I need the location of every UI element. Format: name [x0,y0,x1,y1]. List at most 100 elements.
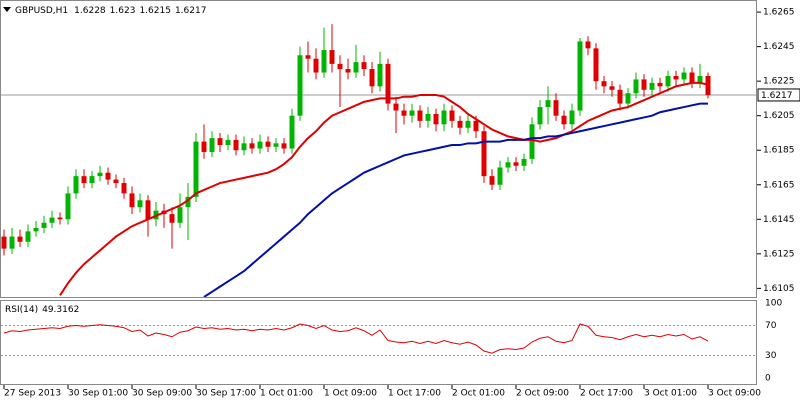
candle-body [449,110,455,121]
candle-body [489,176,495,185]
candle-body [41,222,47,228]
x-tick-label: 27 Sep 2013 [4,389,61,399]
candle-body [473,120,479,132]
candle-body [185,196,191,208]
main-panel [0,0,757,298]
y-tick-label: 1.6165 [763,180,795,190]
candle-body [705,75,711,95]
candle-body [241,143,247,151]
x-tick-label: 3 Oct 09:00 [708,389,761,399]
candle-body [81,176,87,184]
candle-body [393,103,399,111]
candle-body [305,55,311,59]
x-tick-label: 1 Oct 17:00 [388,389,441,399]
candle-body [529,124,535,159]
candle-body [1,236,7,249]
rsi-line [3,323,709,354]
candle-body [17,236,23,242]
candle-body [385,63,391,104]
candle-body [145,200,151,220]
candle-body [369,69,375,87]
menu-icon [3,7,11,12]
x-tick-label: 30 Sep 09:00 [132,389,192,399]
y-tick-label: 1.6105 [763,284,795,294]
candle-body [129,193,135,208]
candle-body [25,231,31,242]
candle-body [193,141,199,197]
candle-body [401,110,407,116]
candle-body [177,207,183,223]
x-tick-label: 2 Oct 17:00 [580,389,633,399]
candle-body [73,176,79,194]
candle-body [425,113,431,121]
candle-body [105,172,111,180]
candle-body [57,217,63,220]
candle-body [257,141,263,149]
candle-body [657,82,663,87]
candle-body [601,81,607,87]
price-label: 1.6217 [761,91,793,101]
candle-body [137,200,143,208]
y-tick-label: 1.6225 [763,77,795,87]
candle-body [9,236,15,249]
symbol: GBPUSD,H1 [15,6,68,16]
candle-body [209,138,215,152]
y-tick-label: 1.6185 [763,146,795,156]
x-tick-label: 2 Oct 09:00 [516,389,569,399]
y-tick-label: 1.6145 [763,215,795,225]
candle-body [89,176,95,184]
y-tick-label: 30 [765,351,777,361]
candle-body [49,217,55,223]
candle-body [617,89,623,104]
candle-body [377,63,383,87]
y-tick-label: 1.6205 [763,111,795,121]
candle-body [353,62,359,73]
candle-body [641,79,647,90]
candle-body [233,139,239,151]
candle-body [33,227,39,232]
rsi-panel [0,300,757,385]
main-plot [1,24,757,297]
x-tick-label: 30 Sep 01:00 [68,389,128,399]
candle-body [97,172,103,177]
x-tick-label: 2 Oct 01:00 [452,389,505,399]
candle-body [313,58,319,73]
candle-body [433,113,439,125]
candle-body [665,75,671,87]
candle-body [457,120,463,128]
candle-body [545,100,551,108]
candle-body [345,69,351,73]
candle-body [673,75,679,80]
moving-average [203,102,708,297]
candle-body [217,138,223,146]
candle-body [441,110,447,125]
candle-body [361,62,367,70]
y-tick-label: 70 [765,321,777,331]
candle-body [561,115,567,125]
y-tick-label: 1.6265 [763,8,795,18]
y-tick-label: 0 [765,374,771,384]
candle-body [609,86,615,90]
high-value: 1.623 [110,6,136,16]
candle-body [417,110,423,121]
candle-body [681,72,687,80]
chart-header: GBPUSD,H1 1.6228 1.623 1.6215 1.6217 [15,6,206,16]
x-tick-label: 30 Sep 17:00 [196,389,256,399]
candle-body [113,179,119,184]
candle-body [465,120,471,128]
x-tick-label: 1 Oct 09:00 [324,389,377,399]
candle-body [481,131,487,177]
candle-body [577,41,583,111]
rsi-header: RSI(14) 49.3162 [5,305,79,315]
candle-body [633,79,639,94]
candle-body [513,162,519,166]
rsi-value: 49.3162 [42,305,79,315]
candle-body [593,48,599,82]
candle-body [585,41,591,49]
y-tick-label: 100 [765,299,782,309]
candle-body [225,139,231,146]
candle-body [569,110,575,125]
candle-body [497,167,503,185]
